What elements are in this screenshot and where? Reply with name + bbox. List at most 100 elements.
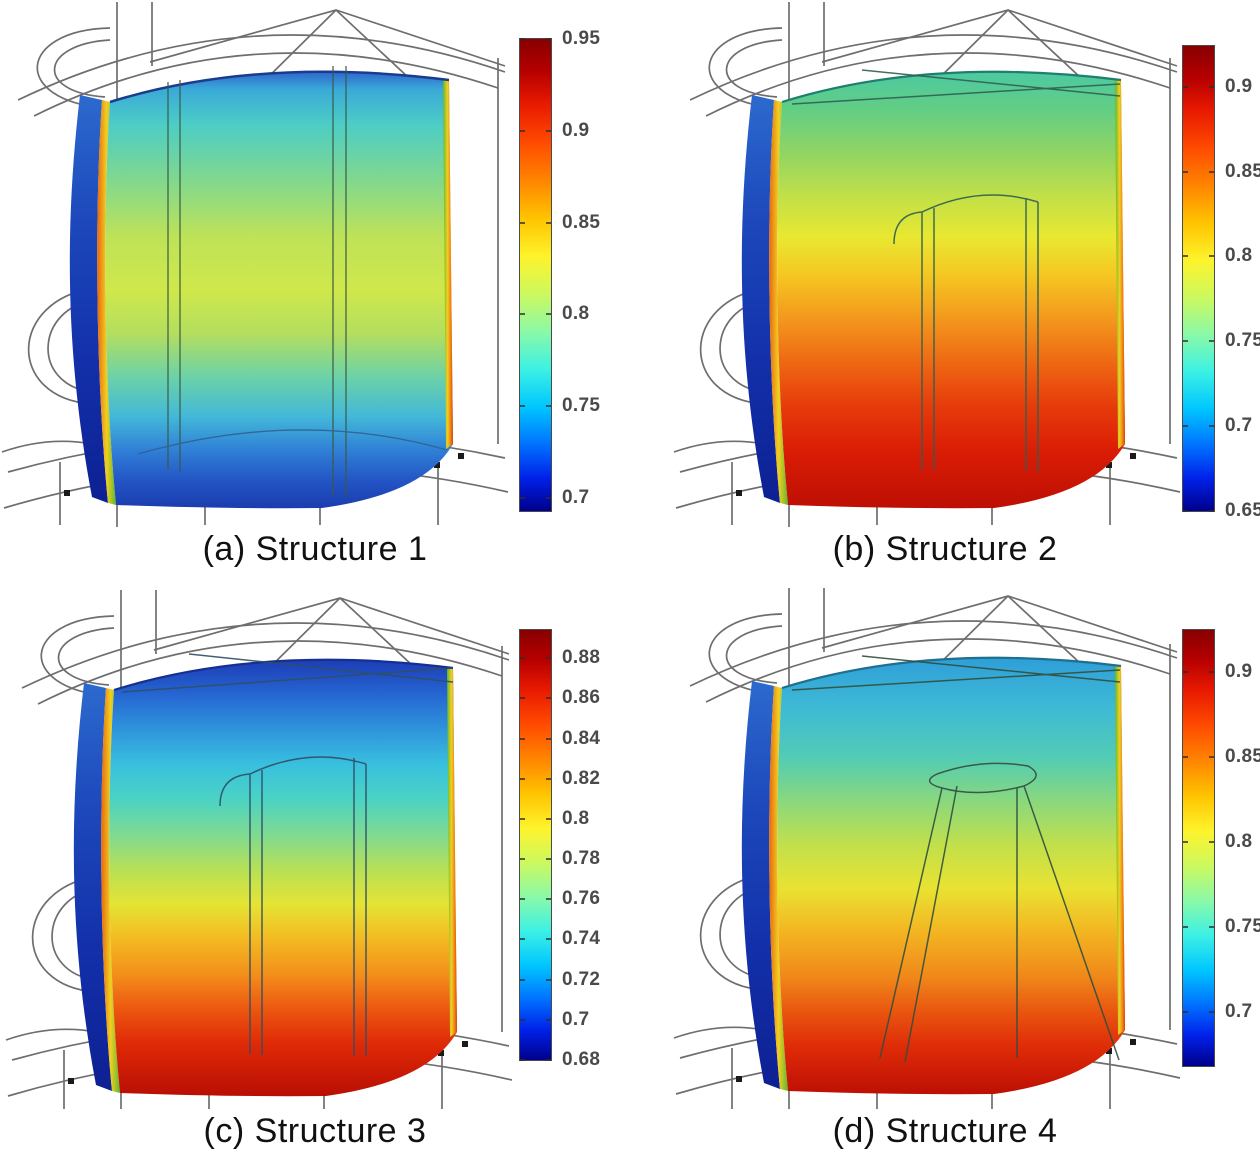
colorbar-tick-mark xyxy=(546,938,551,941)
colorbar-tick-label: 0.86 xyxy=(562,687,601,709)
colorbar-tick-mark xyxy=(546,1059,551,1061)
colorbar-tick-mark xyxy=(1209,510,1214,512)
colorbar-tick-mark xyxy=(520,497,525,500)
interior-heat-surface xyxy=(105,71,453,509)
colorbar-tick-mark xyxy=(1183,255,1188,258)
colorbar-tick-label: 0.8 xyxy=(1225,831,1253,853)
colorbar-tick-mark xyxy=(1183,510,1188,512)
colorbar-tick-mark xyxy=(520,405,525,408)
colorbar-tick-label: 0.9 xyxy=(1225,75,1253,97)
colorbar-tick-mark xyxy=(1183,925,1188,928)
caption-a: (a) Structure 1 xyxy=(202,530,428,568)
colorbar-tick-label: 0.85 xyxy=(562,211,601,233)
surface-wireframe-lines xyxy=(137,66,448,497)
colorbar-tick-mark xyxy=(546,497,551,500)
colorbar-tick-mark xyxy=(546,737,551,740)
colorbar-tick-mark xyxy=(546,657,551,660)
colorbar-tick-mark xyxy=(520,697,525,700)
colorbar-tick-label: 0.84 xyxy=(562,727,601,749)
colorbar-tick-label: 0.82 xyxy=(562,767,601,789)
panel-d-scene xyxy=(673,587,1181,1109)
colorbar-tick-mark xyxy=(520,978,525,981)
colorbar-tick-label: 0.7 xyxy=(1225,1000,1253,1022)
interior-heat-surface xyxy=(777,657,1125,1095)
panel-a: 0.95 0.9 0.85 0.8 0.75 0.7 (a) Structure 1 xyxy=(0,0,630,582)
panel-d: 0.9 0.85 0.8 0.75 0.7 (d) Structure 4 xyxy=(630,582,1260,1164)
colorbar-tick-label: 0.95 xyxy=(562,28,601,49)
colorbar-tick-mark xyxy=(1183,425,1188,428)
colorbar-tick-label: 0.72 xyxy=(562,968,601,990)
panel-c: 0.88 0.86 0.84 0.82 0.8 0.78 0.76 0.74 0.72 0.7 0.… xyxy=(0,582,630,1164)
colorbar-a: 0.95 0.9 0.85 0.8 0.75 0.7 xyxy=(519,28,600,512)
caption-d: (d) Structure 4 xyxy=(832,1112,1058,1150)
inner-cylinder-wireframe xyxy=(791,69,1121,472)
colorbar-tick-mark xyxy=(1209,671,1214,674)
colorbar-tick-mark xyxy=(1183,340,1188,343)
colorbar-tick-label: 0.7 xyxy=(562,1008,590,1030)
colorbar-tick-label: 0.78 xyxy=(562,848,601,870)
colorbar-tick-label: 0.8 xyxy=(562,303,590,325)
colorbar-tick-label: 0.8 xyxy=(1225,245,1253,267)
colorbar-tick-mark xyxy=(520,313,525,316)
colorbar-tick-mark xyxy=(1209,170,1214,173)
caption-b: (b) Structure 2 xyxy=(832,530,1058,568)
colorbar-tick-mark xyxy=(520,129,525,132)
colorbar-tick-mark xyxy=(520,657,525,660)
colorbar-tick-mark xyxy=(1183,1010,1188,1013)
colorbar-tick-label: 0.65 xyxy=(1225,500,1260,521)
colorbar-tick-mark xyxy=(546,858,551,861)
colorbar-tick-mark xyxy=(520,1059,525,1061)
colorbar-tick-mark xyxy=(520,898,525,901)
colorbar-tick-mark xyxy=(546,1018,551,1021)
colorbar-tick-mark xyxy=(546,313,551,316)
colorbar-tick-label: 0.75 xyxy=(1225,330,1260,352)
colorbar-c: 0.88 0.86 0.84 0.82 0.8 0.78 0.76 0.74 0.72 0.7 0.… xyxy=(519,629,600,1070)
panel-c-scene xyxy=(5,589,513,1109)
colorbar-tick-label: 0.76 xyxy=(562,888,601,910)
colorbar-tick-mark xyxy=(1183,85,1188,88)
colorbar-tick-label: 0.68 xyxy=(562,1049,601,1070)
colorbar-tick-mark xyxy=(1183,170,1188,173)
colorbar-tick-mark xyxy=(1183,841,1188,844)
colorbar-tick-mark xyxy=(520,777,525,780)
colorbar-tick-label: 0.75 xyxy=(1225,915,1260,937)
interior-heat-surface xyxy=(109,659,457,1097)
colorbar-tick-mark xyxy=(520,938,525,941)
colorbar-tick-mark xyxy=(520,817,525,820)
colorbar-tick-mark xyxy=(546,777,551,780)
colorbar-tick-mark xyxy=(546,221,551,224)
colorbar-tick-mark xyxy=(520,737,525,740)
colorbar-tick-label: 0.85 xyxy=(1225,160,1260,182)
colorbar-tick-mark xyxy=(520,858,525,861)
colorbar-tick-mark xyxy=(1209,255,1214,258)
colorbar-tick-mark xyxy=(1209,925,1214,928)
colorbar-tick-mark xyxy=(520,221,525,224)
colorbar-tick-mark xyxy=(546,405,551,408)
colorbar-tick-mark xyxy=(546,898,551,901)
panel-b: 0.9 0.85 0.8 0.75 0.7 0.65 (b) Structure 2 xyxy=(630,0,1260,582)
colorbar-tick-mark xyxy=(1209,85,1214,88)
colorbar-tick-label: 0.9 xyxy=(1225,661,1253,683)
panel-b-scene xyxy=(673,1,1181,527)
colorbar-tick-mark xyxy=(546,38,551,40)
colorbar-tick-mark xyxy=(546,817,551,820)
colorbar-tick-mark xyxy=(546,697,551,700)
colorbar-tick-label: 0.75 xyxy=(562,395,601,417)
colorbar-tick-mark xyxy=(546,129,551,132)
colorbar-tick-mark xyxy=(1209,1010,1214,1013)
colorbar-d: 0.9 0.85 0.8 0.75 0.7 xyxy=(1182,629,1260,1067)
colorbar-tick-label: 0.8 xyxy=(562,807,590,829)
colorbar-tick-label: 0.7 xyxy=(562,487,590,509)
colorbar-tick-label: 0.9 xyxy=(562,119,590,141)
colorbar-tick-mark xyxy=(1209,340,1214,343)
colorbar-tick-mark xyxy=(1209,425,1214,428)
colorbar-tick-mark xyxy=(1183,671,1188,674)
colorbar-tick-mark xyxy=(1183,756,1188,759)
colorbar-b: 0.9 0.85 0.8 0.75 0.7 0.65 xyxy=(1182,45,1260,521)
interior-heat-surface xyxy=(777,71,1125,509)
colorbar-tick-label: 0.88 xyxy=(562,647,601,669)
colorbar-tick-label: 0.74 xyxy=(562,928,601,950)
colorbar-tick-label: 0.85 xyxy=(1225,746,1260,768)
colorbar-tick-mark xyxy=(1209,841,1214,844)
